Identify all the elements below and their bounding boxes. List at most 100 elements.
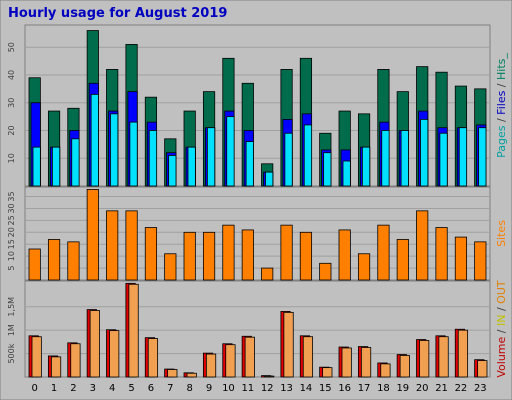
bar-pages (206, 127, 216, 187)
x-tick-label: 5 (128, 383, 134, 394)
x-tick-label: 0 (32, 383, 38, 394)
bar-sites (67, 241, 80, 281)
bar-out (457, 329, 469, 378)
x-tick-label: 9 (206, 383, 212, 394)
bar-sites (338, 229, 351, 281)
bar-pages (51, 146, 61, 187)
bar-out (322, 367, 333, 378)
y-tick-label: 25 (7, 215, 16, 225)
y-tick-label: 20 (7, 227, 16, 237)
bar-pages (265, 171, 274, 187)
bar-sites (377, 224, 390, 281)
chart-panels: 10 20 30 40 50 Pages / Files / Hits_ 5 10 15 20 25… (7, 24, 508, 378)
bar-out (205, 353, 217, 378)
y-tick-label: 50 (7, 42, 16, 52)
bar-pages (420, 118, 429, 187)
bar-sites (106, 210, 119, 281)
x-tick-label: 17 (358, 383, 371, 394)
bar-out (109, 330, 120, 378)
side-label-part: / (495, 304, 508, 315)
bar-out (128, 283, 139, 378)
x-tick-label: 18 (377, 383, 390, 394)
x-tick-label: 3 (90, 383, 96, 394)
bar-sites (396, 239, 409, 281)
bar-pages (284, 132, 293, 187)
bar-pages (245, 141, 254, 187)
bar-pages (148, 130, 158, 187)
bar-out (264, 375, 275, 378)
side-label-part: IN (495, 315, 508, 326)
bar-pages (323, 152, 332, 187)
x-axis-ticks: 0 1 2 3 4 5 6 7 8 9 10 11 12 13 14 15 16 17 18 19 20 21 22 23 (32, 383, 487, 394)
bar-out (419, 340, 430, 378)
x-tick-label: 8 (187, 383, 193, 394)
bar-out (186, 372, 197, 378)
bar-pages (361, 146, 371, 187)
bar-sites (319, 262, 332, 281)
side-label-part: Sites (495, 220, 508, 247)
side-label: Sites (495, 220, 508, 247)
chart-panel: 5 10 15 20 25 30 35 Sites (7, 186, 508, 281)
y-tick-label: 1M (7, 324, 16, 336)
bar-sites (261, 267, 274, 281)
bar-pages (32, 146, 41, 187)
y-tick-label: 1,5M (7, 297, 16, 317)
x-tick-label: 4 (109, 383, 115, 394)
panel-frame (24, 186, 491, 281)
bar-sites (47, 239, 61, 281)
x-tick-label: 23 (474, 383, 487, 394)
x-tick-label: 21 (435, 383, 448, 394)
side-label-part: Pages (495, 125, 508, 158)
x-tick-label: 2 (70, 383, 76, 394)
bar-pages (129, 121, 138, 187)
bar-out (283, 311, 294, 378)
bar-sites (474, 241, 487, 281)
chart-panel: 10 20 30 40 50 Pages / Files / Hits_ (7, 24, 508, 187)
y-tick-label: 20 (7, 125, 16, 135)
bar-sites (222, 224, 235, 281)
y-tick-label: 5 (7, 266, 16, 271)
bar-pages (226, 116, 235, 187)
bar-out (302, 336, 314, 378)
bar-pages (439, 132, 448, 187)
side-label-part: OUT (495, 280, 508, 304)
y-tick-label: 500k (7, 343, 16, 363)
y-tick-label: 10 (7, 153, 16, 163)
bar-pages (342, 160, 351, 187)
bar-pages (458, 127, 468, 187)
bar-out (89, 310, 100, 378)
chart-title: Hourly usage for August 2019 (8, 6, 228, 21)
x-tick-label: 14 (300, 383, 313, 394)
y-tick-label: 15 (7, 239, 16, 249)
bar-out (438, 336, 449, 378)
bar-sites (416, 210, 429, 281)
bar-out (380, 363, 391, 378)
bar-out (341, 347, 352, 378)
y-tick-label: 30 (7, 203, 16, 213)
bar-sites (125, 210, 138, 281)
bar-pages (187, 146, 196, 187)
bar-sites (357, 253, 371, 281)
side-label-part: Files (495, 90, 508, 114)
bar-out (167, 369, 178, 378)
y-tick-label: 10 (7, 251, 16, 261)
bar-out (360, 347, 372, 378)
x-tick-label: 19 (396, 383, 409, 394)
side-label: Pages / Files / Hits_ (495, 53, 508, 158)
bar-pages (168, 155, 177, 187)
x-tick-label: 20 (416, 383, 429, 394)
x-tick-label: 1 (51, 383, 57, 394)
bar-pages (110, 113, 119, 187)
x-tick-label: 6 (148, 383, 154, 394)
bar-sites (144, 227, 158, 281)
x-tick-label: 22 (455, 383, 468, 394)
bar-sites (454, 236, 468, 281)
y-tick-label: 35 (7, 191, 16, 201)
bar-sites (435, 227, 448, 281)
x-tick-label: 11 (241, 383, 254, 394)
panel-frame (24, 24, 491, 187)
x-tick-label: 15 (319, 383, 332, 394)
panel-frame (24, 280, 491, 378)
x-tick-label: 12 (261, 383, 274, 394)
bar-pages (400, 130, 409, 187)
